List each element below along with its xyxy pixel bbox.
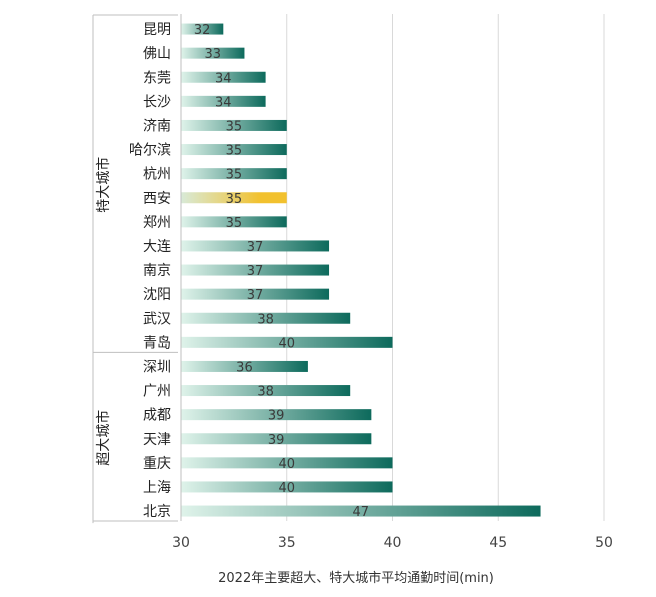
x-tick-label: 35 (278, 535, 296, 551)
group-label: 超大城市 (95, 410, 112, 466)
bar-长沙 (181, 95, 266, 107)
category-label: 重庆 (143, 456, 171, 472)
value-label: 37 (247, 288, 264, 303)
value-label: 40 (278, 457, 295, 472)
category-label: 天津 (143, 432, 171, 448)
category-label: 深圳 (143, 359, 171, 375)
value-label: 37 (247, 264, 264, 279)
category-label: 青岛 (143, 335, 171, 351)
category-label: 郑州 (143, 215, 171, 231)
value-label: 38 (257, 385, 274, 400)
bar-重庆 (181, 457, 393, 469)
group-label: 特大城市 (95, 157, 112, 213)
value-label: 36 (236, 360, 253, 375)
category-label: 长沙 (143, 94, 171, 110)
bar-深圳 (181, 360, 308, 372)
bar-北京 (181, 505, 541, 517)
value-label: 34 (215, 71, 232, 86)
value-label: 35 (226, 119, 243, 134)
category-label: 武汉 (143, 311, 171, 327)
value-label: 35 (226, 144, 243, 159)
value-label: 35 (226, 216, 243, 231)
bar-济南 (181, 119, 287, 131)
bar-南京 (181, 264, 330, 276)
category-label: 大连 (143, 239, 171, 255)
x-tick-label: 40 (384, 535, 402, 551)
x-tick-label: 45 (489, 535, 507, 551)
value-label: 39 (268, 409, 285, 424)
value-label: 32 (194, 23, 211, 38)
bar-沈阳 (181, 288, 330, 300)
bar-郑州 (181, 216, 287, 228)
bar-天津 (181, 433, 372, 445)
value-label: 34 (215, 95, 232, 110)
x-tick-label: 50 (595, 535, 613, 551)
x-axis-title: 2022年主要超大、特大城市平均通勤时间(min) (218, 570, 494, 586)
bar-哈尔滨 (181, 144, 287, 156)
bar-杭州 (181, 168, 287, 180)
value-label: 40 (278, 336, 295, 351)
category-label: 上海 (143, 480, 171, 496)
value-label: 40 (278, 481, 295, 496)
value-label: 35 (226, 168, 243, 183)
bar-昆明 (181, 23, 224, 35)
category-label: 沈阳 (143, 287, 171, 303)
value-label: 38 (257, 312, 274, 327)
value-label: 47 (353, 505, 370, 520)
category-label: 广州 (143, 384, 171, 400)
category-label: 东莞 (143, 70, 171, 86)
value-label: 33 (204, 47, 221, 62)
category-label: 佛山 (143, 46, 171, 62)
bar-成都 (181, 409, 372, 421)
value-label: 37 (247, 240, 264, 255)
value-label: 39 (268, 433, 285, 448)
bar-东莞 (181, 71, 266, 83)
value-label: 35 (226, 192, 243, 207)
bar-广州 (181, 385, 351, 397)
bar-青岛 (181, 336, 393, 348)
bar-西安 (181, 192, 287, 204)
category-label: 杭州 (143, 167, 171, 183)
bar-佛山 (181, 47, 245, 59)
category-label: 西安 (143, 191, 171, 207)
bar-大连 (181, 240, 330, 252)
bar-武汉 (181, 312, 351, 324)
category-label: 成都 (143, 408, 171, 424)
category-label: 南京 (143, 263, 171, 279)
category-label: 济南 (143, 118, 171, 134)
bar-上海 (181, 481, 393, 493)
category-label: 北京 (143, 504, 171, 520)
x-tick-label: 30 (172, 535, 190, 551)
category-label: 哈尔滨 (129, 143, 171, 159)
category-label: 昆明 (143, 22, 171, 38)
